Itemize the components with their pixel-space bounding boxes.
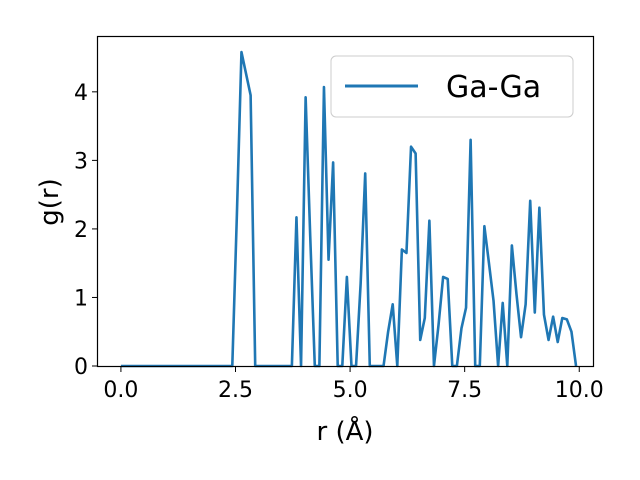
- x-tick-label: 7.5: [447, 378, 482, 403]
- x-tick-label: 2.5: [218, 378, 253, 403]
- plot-layer: [120, 50, 578, 368]
- y-tick-label: 2: [74, 218, 88, 243]
- series-line-ga-ga: [120, 50, 578, 368]
- legend-label-ga-ga: Ga-Ga: [446, 70, 541, 105]
- legend: Ga-Ga: [330, 55, 574, 118]
- x-tick-label: 5.0: [333, 378, 368, 403]
- y-tick-label: 4: [74, 81, 88, 106]
- y-tick-label: 1: [74, 286, 88, 311]
- y-tick-label: 3: [74, 149, 88, 174]
- x-tick-label: 0.0: [103, 378, 138, 403]
- y-axis-ticks: 0 1 2 3 4: [74, 81, 98, 380]
- plot-area-frame: [96, 35, 595, 368]
- x-axis-label: r (Å): [316, 415, 373, 447]
- y-tick-label: 0: [74, 355, 88, 380]
- legend-box: [330, 55, 574, 118]
- x-axis-ticks: 0.0 2.5 5.0 7.5 10.0: [103, 366, 604, 403]
- x-tick-label: 10.0: [555, 378, 604, 403]
- y-axis-label: g(r): [35, 178, 65, 225]
